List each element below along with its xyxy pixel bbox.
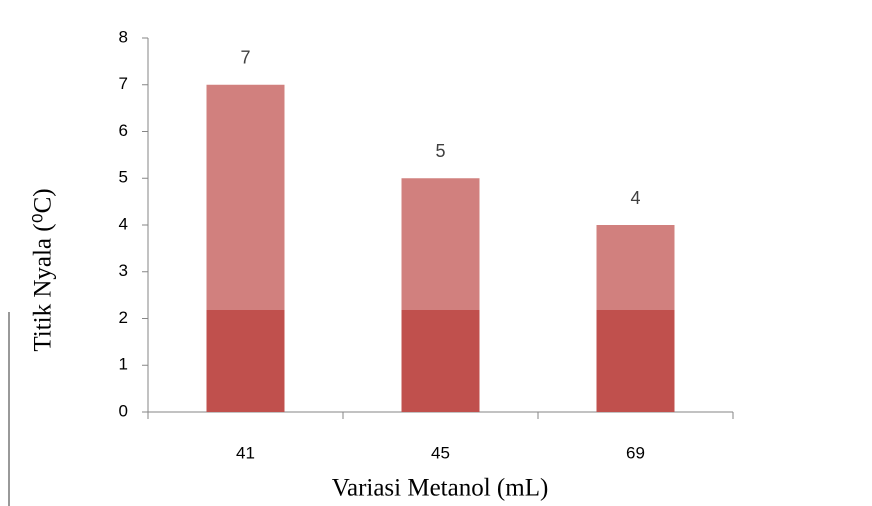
x-tick-label: 69 [626,443,645,462]
bar [596,225,675,412]
y-tick-label: 5 [119,168,128,187]
y-tick-label: 2 [119,308,128,327]
y-tick-label: 1 [119,355,128,374]
data-label: 4 [630,188,640,208]
bar [206,84,285,412]
y-tick-label: 0 [119,401,128,420]
y-tick-label: 4 [119,214,128,233]
data-label: 7 [240,48,250,68]
x-axis-title: Variasi Metanol (mL) [332,475,549,502]
data-label: 5 [435,141,445,161]
bar [401,178,480,412]
y-tick-label: 7 [119,74,128,93]
y-tick-label: 3 [119,261,128,280]
y-axis-title: Titik Nyala (⁰C) [30,188,57,351]
x-tick-label: 41 [236,443,255,462]
watermark-overlay [150,0,750,310]
y-tick-label: 8 [119,27,128,46]
y-tick-label: 6 [119,121,128,140]
x-tick-label: 45 [431,443,450,462]
